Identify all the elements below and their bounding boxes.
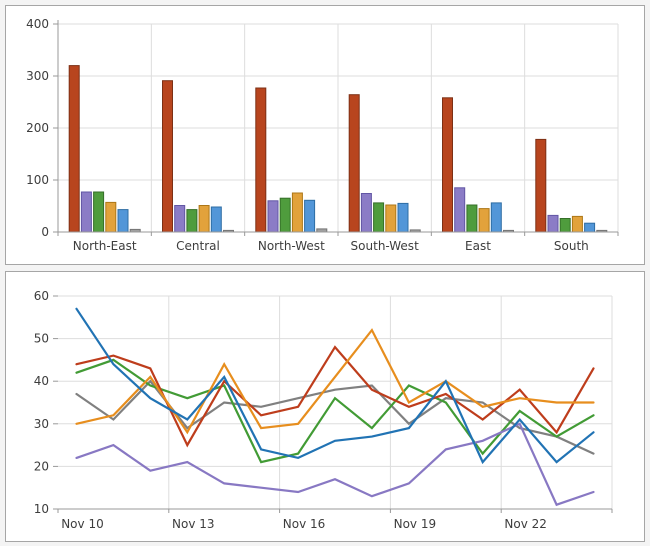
y-axis-label: 20 [34, 459, 49, 473]
bar-chart: 0 100 200 300 400 North-East Central North-West… [26, 17, 619, 253]
x-axis-label: Nov 19 [394, 517, 437, 531]
bar-green [373, 202, 385, 233]
y-axis-label: 60 [34, 289, 49, 303]
bar-green [279, 197, 291, 233]
bar-axes [53, 20, 619, 236]
y-axis-label: 30 [34, 417, 49, 431]
bar-green [559, 218, 571, 233]
line-series-green [75, 358, 595, 464]
bar-green [93, 191, 105, 233]
x-axis-label: Nov 16 [283, 517, 326, 531]
line-axes [53, 295, 613, 513]
bar-rust-red [442, 97, 453, 233]
bar-rust-red [162, 80, 173, 233]
y-axis-label: 400 [26, 17, 49, 31]
bar-group-east [442, 97, 514, 233]
x-axis-label: South [554, 239, 589, 253]
bar-amber [105, 201, 117, 233]
bar-amber [198, 205, 210, 233]
x-axis-label: Nov 22 [504, 517, 547, 531]
bar-green [466, 204, 478, 233]
bar-group-south-west [348, 94, 421, 233]
bar-blue [584, 222, 596, 233]
y-axis-label: 10 [34, 502, 49, 516]
bar-purple [547, 214, 559, 233]
line-series-blue [75, 307, 595, 465]
bar-blue [210, 206, 222, 233]
line-chart-panel: 10 20 30 40 50 60 Nov 10 Nov 13 Nov 16 Nov 19 Nov … [5, 271, 645, 542]
line-chart: 10 20 30 40 50 60 Nov 10 Nov 13 Nov 16 Nov 19 Nov … [34, 289, 613, 531]
bar-group-central [162, 80, 234, 233]
x-axis-label: South-West [351, 239, 420, 253]
y-axis-label: 40 [34, 374, 49, 388]
y-axis-label: 200 [26, 121, 49, 135]
bar-purple [454, 187, 466, 233]
bar-amber [571, 215, 583, 233]
x-axis-label: Central [176, 239, 220, 253]
bar-group-south [535, 138, 608, 233]
bar-rust-red [255, 87, 267, 233]
bar-purple [80, 191, 92, 233]
bar-group-north-west [255, 87, 328, 233]
bar-amber [478, 208, 490, 233]
bar-gridlines [58, 23, 619, 232]
line-series-red [75, 345, 595, 448]
bar-blue [304, 199, 316, 233]
bar-purple [174, 205, 186, 233]
x-axis-label: East [465, 239, 491, 253]
bar-amber [385, 204, 397, 233]
bar-blue [397, 202, 409, 233]
bar-rust-red [348, 94, 360, 233]
y-axis-label: 0 [41, 225, 49, 239]
bar-purple [267, 200, 279, 233]
line-series-orange [75, 328, 595, 435]
bar-amber [291, 192, 303, 233]
y-axis-label: 50 [34, 332, 49, 346]
bar-blue [490, 202, 502, 233]
line-series-purple [75, 422, 595, 507]
x-axis-label: North-West [258, 239, 325, 253]
x-axis-label: North-East [73, 239, 137, 253]
bar-rust-red [68, 65, 80, 233]
y-axis-label: 300 [26, 69, 49, 83]
line-gridlines [58, 295, 613, 509]
bar-chart-panel: 0 100 200 300 400 North-East Central North-West… [5, 5, 645, 265]
bar-purple [360, 193, 372, 233]
bar-group-north-east [68, 65, 141, 233]
bar-blue [117, 209, 129, 233]
x-axis-label: Nov 13 [172, 517, 215, 531]
y-axis-label: 100 [26, 173, 49, 187]
bar-rust-red [535, 138, 547, 233]
x-axis-label: Nov 10 [61, 517, 104, 531]
bar-green [186, 209, 198, 233]
